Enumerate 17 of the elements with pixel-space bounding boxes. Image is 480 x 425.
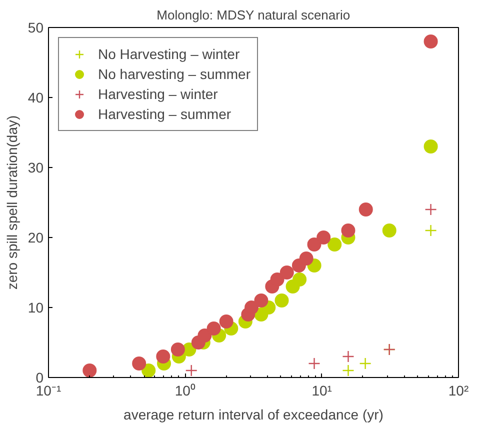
x-tick-label: 10¹ [312, 382, 332, 398]
y-tick-label: 50 [28, 20, 44, 36]
y-tick-label: 10 [28, 300, 44, 316]
legend-label: Harvesting – summer [98, 106, 232, 122]
legend-label: No Harvesting – winter [98, 46, 240, 62]
legend-label: No harvesting – summer [98, 66, 251, 82]
y-tick-label: 0 [36, 370, 44, 386]
x-tick-label: 10⁻¹ [36, 382, 62, 398]
x-axis-title: average return interval of exceedance (yr) [124, 406, 384, 422]
y-axis-title: zero spill spell duration(day) [4, 115, 20, 290]
legend-label: Harvesting – winter [98, 86, 218, 102]
y-tick-label: 40 [28, 90, 44, 106]
y-tick-label: 30 [28, 160, 44, 176]
x-tick-label: 10⁰ [174, 382, 196, 398]
chart-title: Molonglo: MDSY natural scenario [156, 8, 350, 22]
x-tick-label: 10² [448, 382, 469, 398]
y-tick-label: 20 [28, 230, 44, 246]
